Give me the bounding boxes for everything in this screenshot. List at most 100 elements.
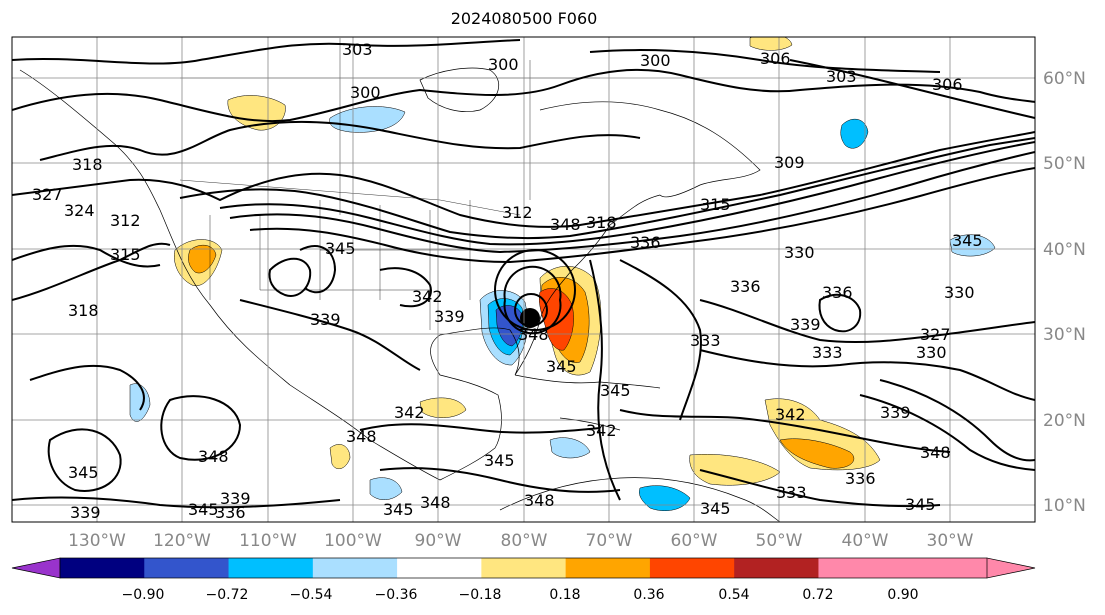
- contour-label: 300: [488, 55, 519, 74]
- contour-label: 309: [774, 153, 805, 172]
- contour-label: 345: [700, 499, 731, 518]
- contour-label: 339: [790, 315, 821, 334]
- contour-label: 339: [220, 489, 251, 508]
- contour-lines: [12, 39, 1035, 509]
- contour-label: 345: [905, 495, 936, 514]
- contour-label: 318: [72, 155, 103, 174]
- graticule: [12, 37, 1035, 522]
- contour-label: 345: [952, 231, 983, 250]
- latitude-axis: 60°N 50°N 40°N 30°N 20°N 10°N: [1043, 69, 1086, 516]
- colorbar-cell: [60, 558, 145, 578]
- contour-label: 333: [776, 483, 807, 502]
- colorbar-tick-label: −0.18: [459, 587, 502, 603]
- contour-label: 339: [434, 307, 465, 326]
- vortex-center: [520, 308, 540, 328]
- contour-label: 348: [420, 493, 451, 512]
- colorbar-cell: [312, 558, 398, 578]
- longitude-label: 90°W: [415, 531, 462, 551]
- longitude-label: 80°W: [501, 531, 548, 551]
- contour-label: 324: [64, 201, 95, 220]
- contour-label: 342: [412, 287, 443, 306]
- contour-label: 330: [944, 283, 975, 302]
- colorbar-tick-label: 0.36: [633, 587, 664, 603]
- contour-label: 345: [600, 381, 631, 400]
- colorbar-tick-labels: −0.90 −0.72 −0.54 −0.36 −0.18 0.18 0.36 …: [122, 587, 919, 603]
- contour-label: 336: [845, 469, 876, 488]
- contour-label: 342: [775, 405, 806, 424]
- contour-label: 336: [215, 503, 246, 522]
- colorbar-cell: [818, 558, 904, 578]
- colorbar-tick-label: −0.90: [122, 587, 165, 603]
- longitude-label: 40°W: [842, 531, 889, 551]
- colorbar-cells: [60, 558, 988, 578]
- contour-label: 312: [502, 203, 533, 222]
- positive-anomaly-patch: [689, 454, 781, 486]
- colorbar-tick-label: 0.72: [802, 587, 833, 603]
- colorbar-tick-label: −0.72: [206, 587, 249, 603]
- negative-anomaly-patch: [949, 234, 996, 257]
- contour-label: 348: [346, 427, 377, 446]
- contour-label: 348: [198, 447, 229, 466]
- contour-label: 342: [394, 403, 425, 422]
- contour-label: 330: [784, 243, 815, 262]
- contour-label: 348: [550, 215, 581, 234]
- contour-label: 339: [70, 503, 101, 522]
- longitude-label: 100°W: [324, 531, 382, 551]
- coastlines: [19, 67, 781, 522]
- coastline-hudson-bay: [419, 67, 500, 112]
- colorbar-tick-label: −0.36: [375, 587, 418, 603]
- colorbar-tick-label: −0.54: [290, 587, 333, 603]
- colorbar-cell: [734, 558, 819, 578]
- contour-label: 306: [760, 49, 791, 68]
- colorbar-tick-label: 0.90: [887, 587, 918, 603]
- negative-anomaly-patch: [329, 106, 406, 133]
- contour-label: 345: [68, 463, 99, 482]
- positive-anomaly-patch: [779, 438, 855, 469]
- contour-label: 300: [640, 51, 671, 70]
- positive-anomaly-patch: [419, 397, 467, 418]
- contour-label: 306: [932, 75, 963, 94]
- contour-label: 315: [700, 195, 731, 214]
- longitude-label: 120°W: [153, 531, 211, 551]
- colorbar-cell: [481, 558, 567, 578]
- positive-anomaly-patch: [188, 244, 217, 274]
- positive-anomaly-patch: [329, 444, 351, 470]
- positive-anomaly-patch: [749, 37, 793, 51]
- colorbar-cell: [902, 558, 988, 578]
- contour-label: 336: [822, 283, 853, 302]
- contour-label: 327: [920, 325, 951, 344]
- contour-label: 339: [310, 310, 341, 329]
- contour-label: 345: [188, 500, 219, 519]
- map-frame: [11, 36, 1036, 523]
- contour-label: 345: [546, 357, 577, 376]
- longitude-label: 110°W: [239, 531, 297, 551]
- political-borders: [179, 38, 600, 330]
- longitude-axis: 130°W 120°W 110°W 100°W 90°W 80°W 70°W 6…: [68, 531, 974, 551]
- contour-label: 333: [690, 331, 721, 350]
- colorbar-tick-label: 0.54: [718, 587, 749, 603]
- negative-anomaly-patch: [369, 477, 403, 500]
- map-title: 2024080500 F060: [450, 9, 598, 28]
- coastline-gulf-atlantic: [430, 194, 661, 481]
- negative-anomaly-patch: [639, 485, 691, 511]
- contour-label: 336: [730, 277, 761, 296]
- longitude-label: 30°W: [927, 531, 974, 551]
- contour-label: 300: [350, 83, 381, 102]
- contour-label: 318: [68, 301, 99, 320]
- longitude-label: 60°W: [671, 531, 718, 551]
- negative-anomaly-patch: [840, 118, 869, 149]
- negative-anomaly-patch: [129, 383, 151, 422]
- longitude-label: 130°W: [68, 531, 126, 551]
- latitude-label: 60°N: [1043, 69, 1086, 89]
- colorbar-cell: [649, 558, 735, 578]
- colorbar-cell: [228, 558, 314, 578]
- colorbar-extend-high: [986, 557, 1036, 579]
- colorbar-tick-label: 0.18: [549, 587, 580, 603]
- longitude-label: 70°W: [586, 531, 633, 551]
- latitude-label: 20°N: [1043, 411, 1086, 431]
- colorbar-extend-low: [11, 557, 61, 579]
- contour-label: 318: [586, 213, 617, 232]
- contour-label: 303: [826, 67, 857, 86]
- latitude-label: 30°N: [1043, 325, 1086, 345]
- contour-label: 327: [32, 185, 63, 204]
